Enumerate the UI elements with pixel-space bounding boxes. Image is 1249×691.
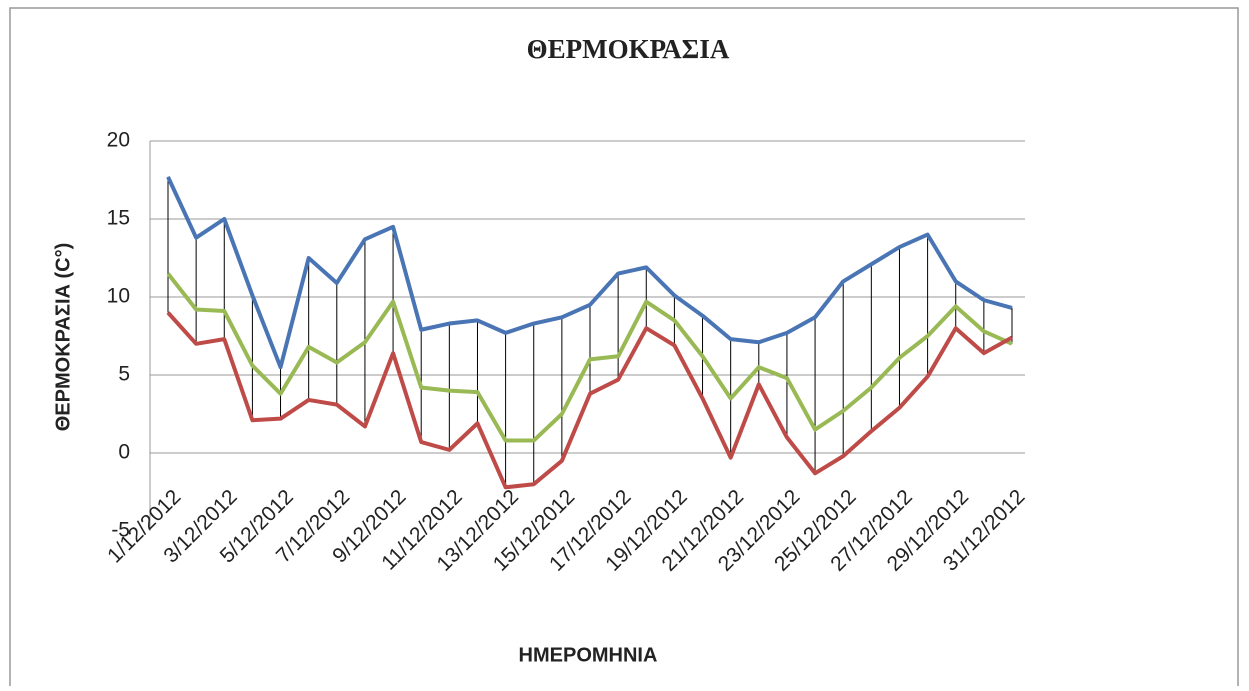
series-line — [166, 272, 1013, 443]
y-tick-label: 5 — [118, 363, 130, 386]
chart-frame — [9, 7, 1239, 691]
x-axis-label: ΗΜΕΡΟΜΗΝΙΑ — [519, 644, 658, 666]
series-line — [166, 311, 1013, 490]
chart-title: ΘΕΡΜΟΚΡΑΣΙΑ — [527, 34, 730, 64]
series-line — [166, 176, 1013, 370]
y-tick-label: 15 — [107, 207, 130, 230]
y-axis-label: ΘΕΡΜΟΚΡΑΣΙΑ (C°) — [52, 243, 74, 432]
y-tick-label: -5 — [111, 519, 130, 542]
y-tick-label: 20 — [107, 129, 130, 152]
y-tick-label: 0 — [118, 441, 130, 464]
y-tick-label: 10 — [107, 285, 130, 308]
